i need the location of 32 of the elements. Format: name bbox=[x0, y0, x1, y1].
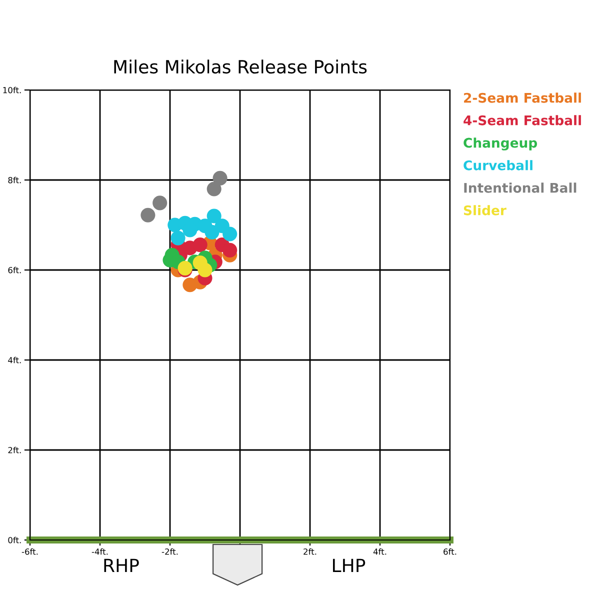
x-tick-label: 2ft. bbox=[304, 548, 316, 555]
text: RHP bbox=[104, 558, 139, 572]
y-tick-label: 10ft. bbox=[3, 86, 21, 94]
text: LHP bbox=[333, 558, 366, 572]
text: Slider bbox=[464, 205, 506, 216]
y-tick-label: 4ft. bbox=[8, 356, 21, 364]
point bbox=[222, 226, 238, 242]
y-tick-label: 2ft. bbox=[8, 446, 21, 454]
y-tick-label: 0ft. bbox=[8, 536, 21, 544]
x-tick-label: 4ft. bbox=[373, 548, 386, 555]
x-tick-label: 6ft. bbox=[444, 548, 456, 555]
point bbox=[198, 262, 212, 278]
point bbox=[140, 208, 156, 222]
point bbox=[212, 170, 228, 186]
point bbox=[204, 224, 220, 240]
point bbox=[206, 182, 222, 196]
y-tick-label: 6ft. bbox=[8, 266, 21, 274]
chart-title: Miles Mikolas Release Points bbox=[114, 60, 367, 74]
text: Curveball bbox=[464, 160, 532, 170]
text: 4-Seam Fastball bbox=[464, 115, 581, 126]
point bbox=[206, 208, 222, 224]
point bbox=[192, 238, 208, 252]
x-tick-label: -6ft. bbox=[22, 548, 38, 555]
point bbox=[222, 242, 238, 258]
point bbox=[170, 230, 186, 246]
x-tick-label: -2ft. bbox=[162, 548, 178, 555]
y-tick-label: 8ft. bbox=[8, 176, 21, 184]
text: Intentional Ball bbox=[464, 182, 576, 193]
point bbox=[152, 196, 168, 210]
text: Changeup bbox=[464, 138, 538, 150]
x-tick-label: -4ft. bbox=[92, 548, 108, 555]
text: 2-Seam Fastball bbox=[464, 92, 581, 103]
